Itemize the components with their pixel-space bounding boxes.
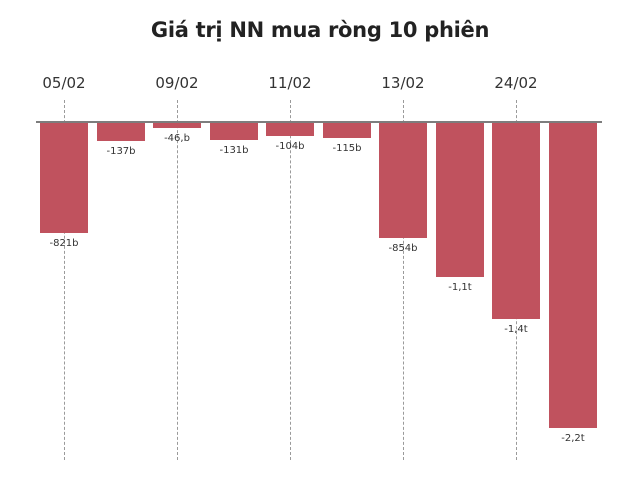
grid-line xyxy=(403,100,404,460)
bar xyxy=(549,123,597,428)
bar xyxy=(436,123,484,277)
bar xyxy=(379,123,427,238)
bar-value-label: -104b xyxy=(275,141,305,152)
bar xyxy=(97,123,145,141)
zero-baseline xyxy=(36,121,602,123)
x-tick-label: 05/02 xyxy=(42,74,86,92)
chart-title: Giá trị NN mua ròng 10 phiên xyxy=(150,18,490,42)
bar-value-label: -854b xyxy=(388,243,418,254)
bar xyxy=(40,123,88,233)
x-tick-label: 11/02 xyxy=(268,74,312,92)
x-tick-label: 09/02 xyxy=(155,74,199,92)
bar xyxy=(492,123,540,319)
bar-value-label: -2,2t xyxy=(561,433,585,444)
x-tick-label: 13/02 xyxy=(381,74,425,92)
bar xyxy=(153,123,201,128)
bar-value-label: -46,b xyxy=(164,133,190,144)
bar-value-label: -115b xyxy=(332,143,362,154)
bar xyxy=(210,123,258,140)
x-tick-label: 24/02 xyxy=(494,74,538,92)
bar-value-label: -137b xyxy=(106,146,136,157)
bar xyxy=(266,123,314,136)
bar xyxy=(323,123,371,138)
grid-line xyxy=(177,100,178,460)
bar-value-label: -1,1t xyxy=(448,282,472,293)
grid-line xyxy=(64,100,65,460)
bar-value-label: -131b xyxy=(219,145,249,156)
bar-value-label: -1,4t xyxy=(504,324,528,335)
grid-line xyxy=(290,100,291,460)
bar-value-label: -821b xyxy=(49,238,79,249)
